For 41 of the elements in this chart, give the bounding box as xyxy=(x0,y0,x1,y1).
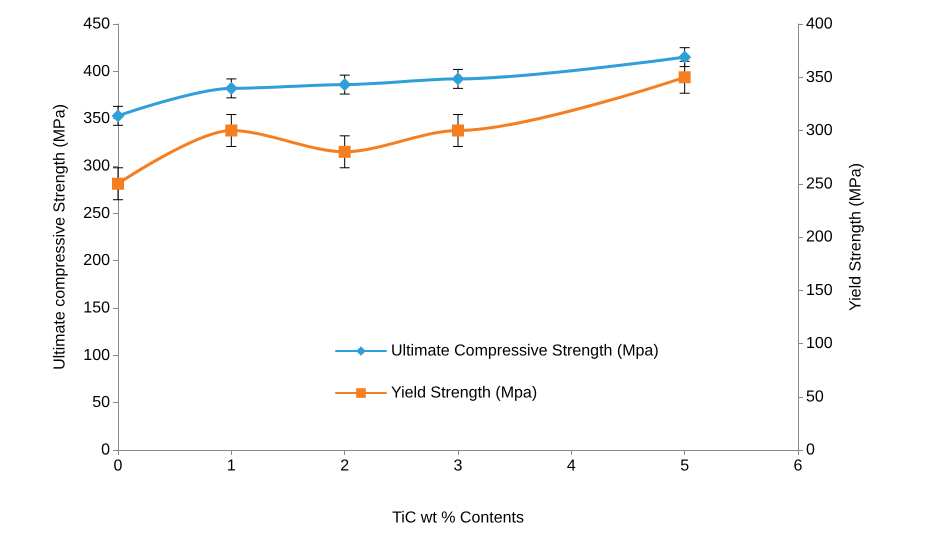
y-tick-label: 150 xyxy=(83,300,110,316)
x-tick-label: 2 xyxy=(340,458,350,474)
point xyxy=(678,50,692,64)
point xyxy=(338,146,351,158)
y2-tick-label: 250 xyxy=(806,175,833,192)
y2-tick-label: 300 xyxy=(806,122,833,139)
y-tick-label: 350 xyxy=(83,110,110,128)
point xyxy=(112,178,124,190)
y-tick-label: 100 xyxy=(83,346,110,364)
y-tick-label: 450 xyxy=(83,16,110,32)
y-tick-label: 0 xyxy=(101,442,110,458)
y2-tick-label: 200 xyxy=(806,228,833,246)
point xyxy=(452,72,464,86)
y2-tick-label: 100 xyxy=(806,335,833,352)
x-tick-label: 3 xyxy=(454,458,463,474)
y2-tick-label: 400 xyxy=(806,16,833,32)
x-axis-title: TiC wt % Contents xyxy=(392,510,524,526)
x-tick-label: 6 xyxy=(794,458,803,474)
point xyxy=(112,109,124,122)
y-tick-label: 300 xyxy=(83,158,110,174)
x-tick-label: 1 xyxy=(226,458,236,474)
y-tick-label: 400 xyxy=(83,62,110,80)
y2-tick-label: 0 xyxy=(806,442,815,458)
legend-label: Yield Strength (Mpa) xyxy=(391,384,538,402)
y2-tick-label: 350 xyxy=(806,68,833,86)
x-tick-label: 0 xyxy=(114,458,123,474)
y-axis-title: Ultimate compressive Strength (MPa) xyxy=(52,104,68,370)
y-tick-label: 200 xyxy=(83,252,110,270)
x-tick-label: 5 xyxy=(680,458,690,474)
point xyxy=(225,124,238,136)
legend-label: Ultimate Compressive Strength (Mpa) xyxy=(391,342,659,360)
x-tick-label: 4 xyxy=(566,458,576,474)
y-tick-label: 50 xyxy=(92,394,110,412)
y2-axis-title: Yield Strength (MPa) xyxy=(848,163,864,311)
point xyxy=(678,71,691,84)
point xyxy=(338,78,352,92)
point xyxy=(452,124,464,136)
y2-tick-label: 150 xyxy=(806,282,833,299)
y-tick-label: 250 xyxy=(83,204,110,222)
y2-tick-label: 50 xyxy=(806,388,824,406)
point xyxy=(224,82,238,95)
